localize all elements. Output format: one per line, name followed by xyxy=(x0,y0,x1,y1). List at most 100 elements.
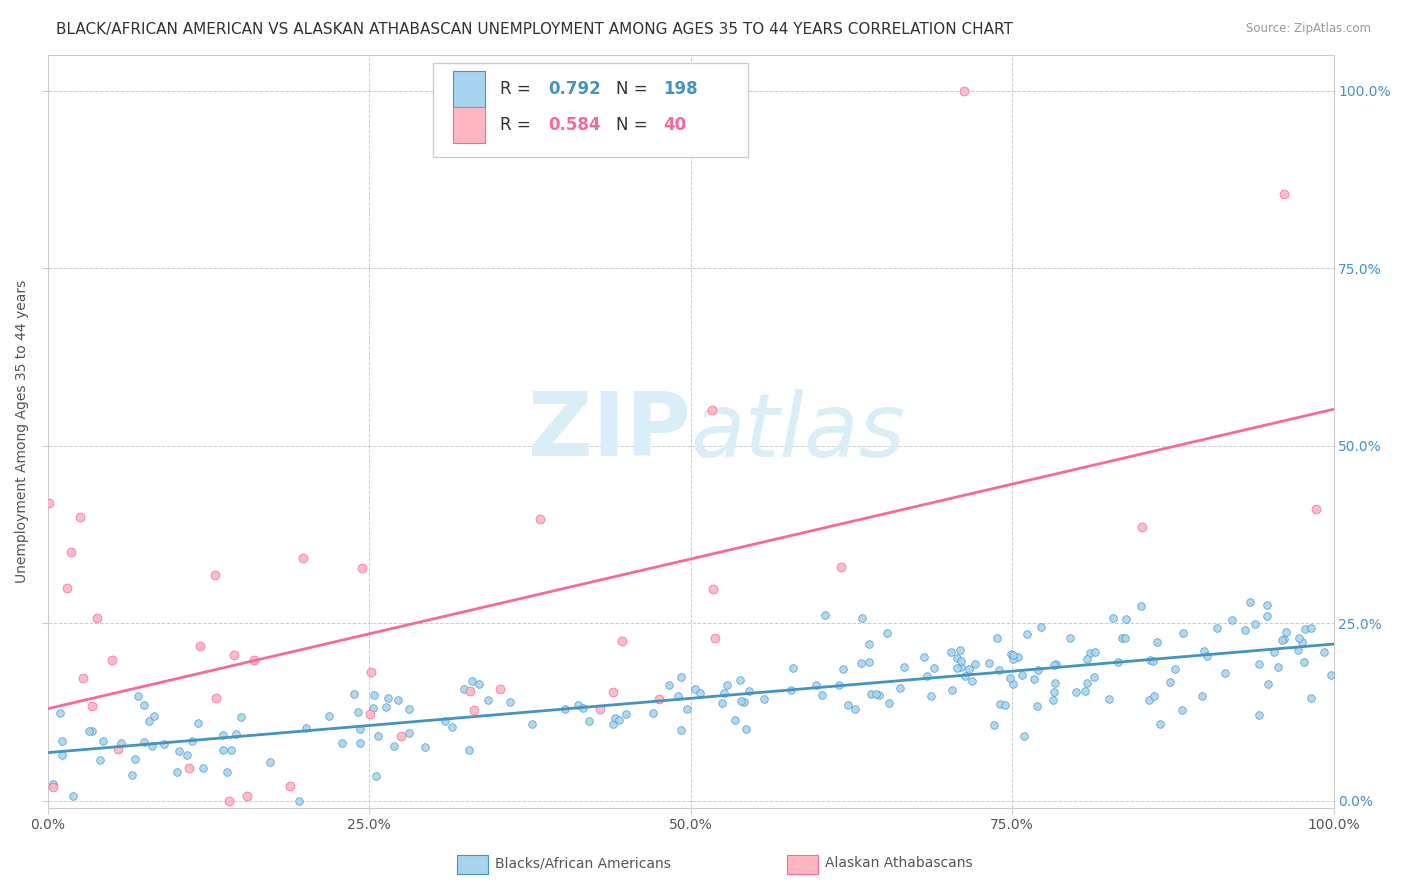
Point xyxy=(1130,520,1153,534)
Point xyxy=(728,673,751,687)
Point xyxy=(578,714,600,728)
Point xyxy=(889,681,911,696)
Point xyxy=(489,681,512,696)
Point xyxy=(1149,716,1171,731)
Point xyxy=(915,669,938,683)
Text: 0.584: 0.584 xyxy=(548,116,600,134)
Point xyxy=(1294,622,1316,636)
Point xyxy=(977,656,1000,670)
Point xyxy=(602,717,624,731)
Point xyxy=(851,611,873,625)
Point xyxy=(1263,645,1285,659)
Point xyxy=(217,764,239,779)
Point xyxy=(607,713,630,727)
Point xyxy=(110,736,132,750)
Point xyxy=(876,626,898,640)
Point xyxy=(1274,632,1296,647)
Point xyxy=(683,682,706,697)
Point xyxy=(389,730,412,744)
Point xyxy=(330,736,353,750)
Text: Source: ZipAtlas.com: Source: ZipAtlas.com xyxy=(1246,22,1371,36)
Point xyxy=(730,693,752,707)
Point xyxy=(1271,632,1294,647)
Point xyxy=(398,701,420,715)
Point xyxy=(1029,620,1052,634)
Point xyxy=(1111,631,1133,645)
Point xyxy=(80,698,103,713)
Point xyxy=(1001,648,1024,662)
Point xyxy=(458,683,481,698)
Point xyxy=(124,751,146,765)
Point xyxy=(1272,186,1295,201)
Point xyxy=(287,794,309,808)
Point xyxy=(666,690,689,704)
Point xyxy=(520,717,543,731)
Point xyxy=(127,689,149,703)
Point xyxy=(1101,611,1123,625)
Point xyxy=(1244,617,1267,632)
Point xyxy=(347,705,370,719)
Point xyxy=(589,702,612,716)
Point xyxy=(188,639,211,653)
Point xyxy=(1078,647,1101,661)
Point xyxy=(134,698,156,712)
Text: Alaskan Athabascans: Alaskan Athabascans xyxy=(825,856,973,871)
Point xyxy=(1171,625,1194,640)
Point xyxy=(51,733,73,747)
Point xyxy=(77,724,100,739)
Point xyxy=(689,685,711,699)
Text: N =: N = xyxy=(616,116,652,134)
Point xyxy=(229,710,252,724)
Text: 40: 40 xyxy=(664,116,686,134)
Point xyxy=(191,761,214,775)
Text: Blacks/African Americans: Blacks/African Americans xyxy=(495,856,671,871)
Point xyxy=(457,742,479,756)
Point xyxy=(1288,643,1310,657)
Point xyxy=(1076,652,1098,666)
Point xyxy=(167,744,190,758)
Point xyxy=(1130,599,1153,613)
Point xyxy=(1267,660,1289,674)
Point xyxy=(865,687,887,701)
Point xyxy=(1291,635,1313,649)
Point xyxy=(142,709,165,723)
Point xyxy=(225,727,247,741)
Point xyxy=(121,768,143,782)
Point xyxy=(224,648,246,662)
Point xyxy=(1249,708,1271,723)
Point xyxy=(461,674,484,689)
Point xyxy=(41,777,63,791)
Text: ZIP: ZIP xyxy=(527,388,690,475)
Point xyxy=(377,691,399,706)
Point xyxy=(1026,663,1049,677)
FancyBboxPatch shape xyxy=(433,62,748,157)
Point xyxy=(1220,613,1243,627)
Point xyxy=(1143,689,1166,703)
Point xyxy=(1001,677,1024,691)
Point xyxy=(205,691,228,706)
Point xyxy=(752,692,775,706)
Point xyxy=(1114,631,1136,645)
Point xyxy=(1042,693,1064,707)
Point xyxy=(1164,662,1187,676)
Point xyxy=(832,662,855,676)
Point xyxy=(1159,674,1181,689)
Point xyxy=(1073,683,1095,698)
Point xyxy=(440,720,463,734)
Point xyxy=(69,509,91,524)
Text: BLACK/AFRICAN AMERICAN VS ALASKAN ATHABASCAN UNEMPLOYMENT AMONG AGES 35 TO 44 YE: BLACK/AFRICAN AMERICAN VS ALASKAN ATHABA… xyxy=(56,22,1014,37)
Point xyxy=(398,725,420,739)
Point xyxy=(1171,703,1194,717)
Point xyxy=(988,698,1011,712)
Point xyxy=(1299,690,1322,705)
Point xyxy=(986,631,1008,645)
Point xyxy=(782,661,804,675)
Point xyxy=(413,739,436,754)
Point xyxy=(998,671,1021,685)
Point xyxy=(363,689,385,703)
Point xyxy=(1024,672,1046,686)
Point xyxy=(1045,657,1067,671)
Point xyxy=(1213,666,1236,681)
Point xyxy=(920,690,942,704)
Point xyxy=(212,728,235,742)
